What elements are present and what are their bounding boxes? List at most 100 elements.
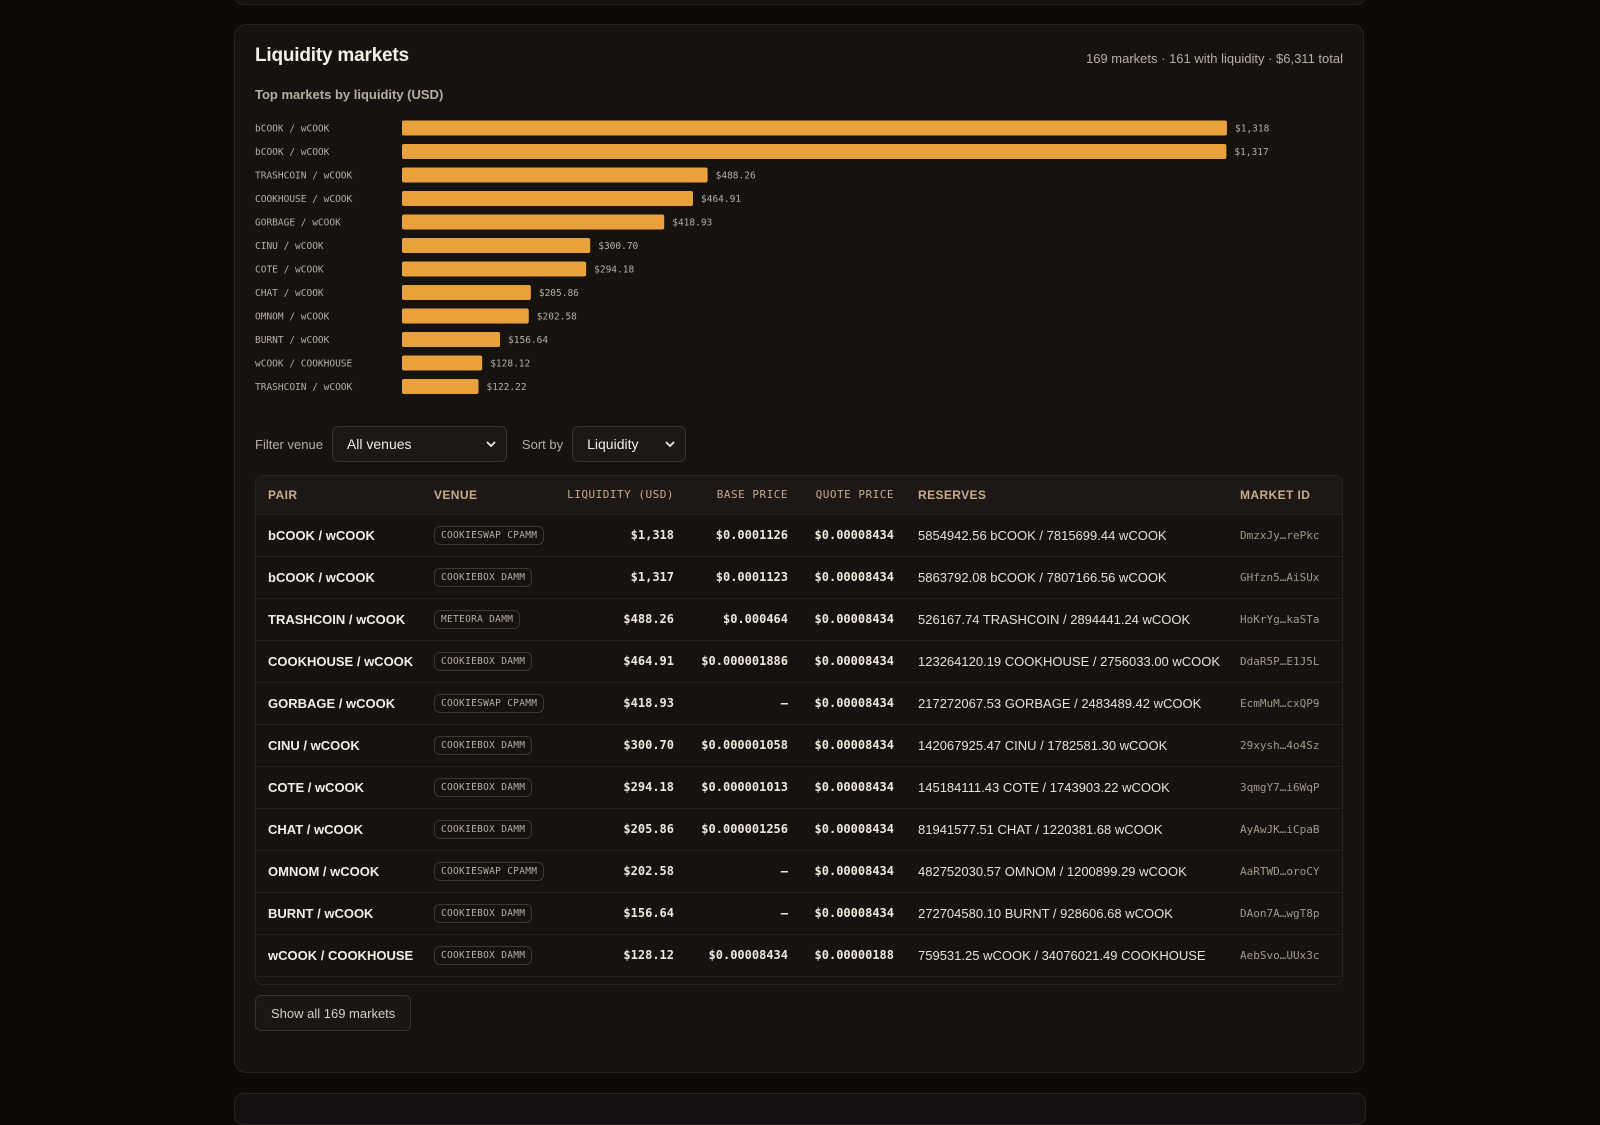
table-row[interactable]: bCOOK / wCOOK COOKIESWAP CPAMM $1,318 $0.00… [256,514,1342,557]
next-card [234,1093,1366,1125]
liquidity-bar[interactable] [402,308,529,324]
sort-select[interactable]: Liquidity [572,426,687,462]
liquidity-cell: $300.70 [552,724,686,767]
venue-cell: COOKIEBOX DAMM [422,724,552,767]
pair-cell: OMNOM / wCOOK [256,850,422,893]
venue-cell: COOKIEBOX DAMM [422,976,552,984]
header-quote-price[interactable]: QUOTE PRICE [800,476,906,515]
market-id-cell[interactable]: 3qmgY7…i6WqP [1228,766,1342,809]
bar-category-label: bCOOK / wCOOK [255,147,330,158]
table-header-row: PAIR VENUE LIQUIDITY (USD) BASE PRICE QU… [256,476,1342,515]
quote-price-cell: $0.00008434 [800,808,906,851]
venue-cell: COOKIEBOX DAMM [422,934,552,977]
bar-category-label: GORBAGE / wCOOK [255,218,341,229]
table-row[interactable]: wCOOK / COOKHOUSE COOKIEBOX DAMM $128.12 $0… [256,934,1342,977]
liquidity-cell: $464.91 [552,640,686,683]
pair-cell: bCOOK / wCOOK [256,514,422,557]
quote-price-cell: $0.00008434 [800,556,906,599]
liquidity-bar[interactable] [402,261,587,277]
market-id-cell[interactable]: 29xysh…4o4Sz [1228,724,1342,767]
table-row[interactable]: COTE / wCOOK COOKIEBOX DAMM $294.18 $0.0000… [256,766,1342,809]
liquidity-bar[interactable] [402,332,501,347]
base-price-cell: $0.000001886 [686,640,800,683]
bar-category-label: BURNT / wCOOK [255,335,330,346]
card-title: Liquidity markets [255,45,409,66]
table-row[interactable]: CHAT / wCOOK COOKIEBOX DAMM $205.86 $0.0000… [256,808,1342,851]
pair-cell: wCOOK / COOKHOUSE [256,934,422,977]
quote-price-cell: $0.00008434 [800,682,906,725]
bar-value-label: $300.70 [598,241,638,252]
quote-price-cell: $0.00008434 [800,640,906,683]
market-id-cell[interactable]: AebSvo…UUx3c [1228,934,1342,977]
liquidity-cell: $418.93 [552,682,686,725]
quote-price-cell: $0.00008434 [800,850,906,893]
table-row[interactable]: COOKHOUSE / wCOOK COOKIEBOX DAMM $464.91 $0… [256,640,1342,683]
liquidity-bar[interactable] [402,144,1227,159]
market-id-cell[interactable]: HoKrYg…kaSTa [1228,598,1342,641]
liquidity-bar[interactable] [402,285,531,300]
quote-price-cell: $0.00008434 [800,766,906,809]
market-id-cell[interactable]: GH8PVw…kLnFd [1228,976,1342,984]
reserves-cell: 5863792.08 bCOOK / 7807166.56 wCOOK [906,556,1228,599]
market-id-cell[interactable]: AyAwJK…iCpaB [1228,808,1342,851]
liquidity-bar[interactable] [402,167,708,183]
liquidity-bar[interactable] [402,191,694,206]
table-row[interactable]: TRASHCOIN / wCOOK METEORA DAMM $488.26 $0.0… [256,598,1342,641]
venue-badge: COOKIESWAP CPAMM [434,693,545,713]
reserves-cell: 217272067.53 GORBAGE / 2483489.42 wCOOK [906,682,1228,725]
reserves-cell [906,976,1228,984]
liquidity-bar[interactable] [402,214,665,230]
base-price-cell: – [686,850,800,893]
market-id-cell[interactable]: GHfzn5…AiSUx [1228,556,1342,599]
show-all-markets-button[interactable]: Show all 169 markets [255,995,412,1031]
venue-select[interactable]: All venues [331,426,507,462]
bar-category-label: CHAT / wCOOK [255,288,324,299]
liquidity-cell: $202.58 [552,850,686,893]
bar-value-label: $488.26 [716,171,756,182]
table-row[interactable]: bCOOK / wCOOK COOKIEBOX DAMM $1,317 $0.0001… [256,556,1342,599]
table-row[interactable]: GORBAGE / wCOOK COOKIESWAP CPAMM $418.93– $… [256,682,1342,725]
table-row[interactable]: CINU / wCOOK COOKIEBOX DAMM $300.70 $0.0000… [256,724,1342,767]
bar-category-label: bCOOK / wCOOK [255,124,330,135]
venue-cell: COOKIESWAP CPAMM [422,514,552,557]
bar-value-label: $202.58 [537,312,577,323]
quote-price-cell: $0.00008434 [800,514,906,557]
quote-price-cell: $0.00008434 [800,724,906,767]
header-liquidity[interactable]: LIQUIDITY (USD) [552,476,686,515]
venue-badge: COOKIESWAP CPAMM [434,525,545,545]
market-id-cell[interactable]: DdaR5P…E1J5L [1228,640,1342,683]
reserves-cell: 145184111.43 COTE / 1743903.22 wCOOK [906,766,1228,809]
bar-value-label: $156.64 [508,335,548,346]
reserves-cell: 482752030.57 OMNOM / 1200899.29 wCOOK [906,850,1228,893]
venue-badge: METEORA DAMM [434,609,521,629]
pair-cell: COTE / wCOOK [256,766,422,809]
header-base-price[interactable]: BASE PRICE [686,476,800,515]
header-pair[interactable]: PAIR [256,476,422,515]
bar-category-label: TRASHCOIN / wCOOK [255,382,353,393]
pair-cell: GORBAGE / wCOOK [256,682,422,725]
market-id-cell[interactable]: DAon7A…wgT8p [1228,892,1342,935]
pair-cell: TRASHCOIN / wCOOK [256,598,422,641]
market-id-cell[interactable]: EcmMuM…cxQP9 [1228,682,1342,725]
venue-badge: COOKIEBOX DAMM [434,735,533,755]
header-reserves[interactable]: RESERVES [906,476,1228,515]
liquidity-bar[interactable] [402,120,1227,136]
markets-table-container[interactable]: PAIR VENUE LIQUIDITY (USD) BASE PRICE QU… [255,475,1343,985]
bar-value-label: $1,317 [1234,147,1268,158]
liquidity-cell: $122.22 [552,976,686,984]
table-row[interactable]: BURNT / wCOOK COOKIEBOX DAMM $156.64– $0.00… [256,892,1342,935]
liquidity-bar[interactable] [402,379,479,394]
liquidity-bar[interactable] [402,238,591,253]
header-market-id[interactable]: MARKET ID [1228,476,1342,515]
reserves-cell: 272704580.10 BURNT / 928606.68 wCOOK [906,892,1228,935]
bar-value-label: $464.91 [701,194,741,205]
filter-venue-label: Filter venue [255,436,323,452]
market-id-cell[interactable]: DmzxJy…rePkc [1228,514,1342,557]
table-row[interactable]: OMNOM / wCOOK COOKIESWAP CPAMM $202.58– $0.… [256,850,1342,893]
header-venue[interactable]: VENUE [422,476,552,515]
liquidity-bar[interactable] [402,355,483,371]
reserves-cell: 5854942.56 bCOOK / 7815699.44 wCOOK [906,514,1228,557]
market-id-cell[interactable]: AaRTWD…oroCY [1228,850,1342,893]
venue-cell: COOKIEBOX DAMM [422,808,552,851]
